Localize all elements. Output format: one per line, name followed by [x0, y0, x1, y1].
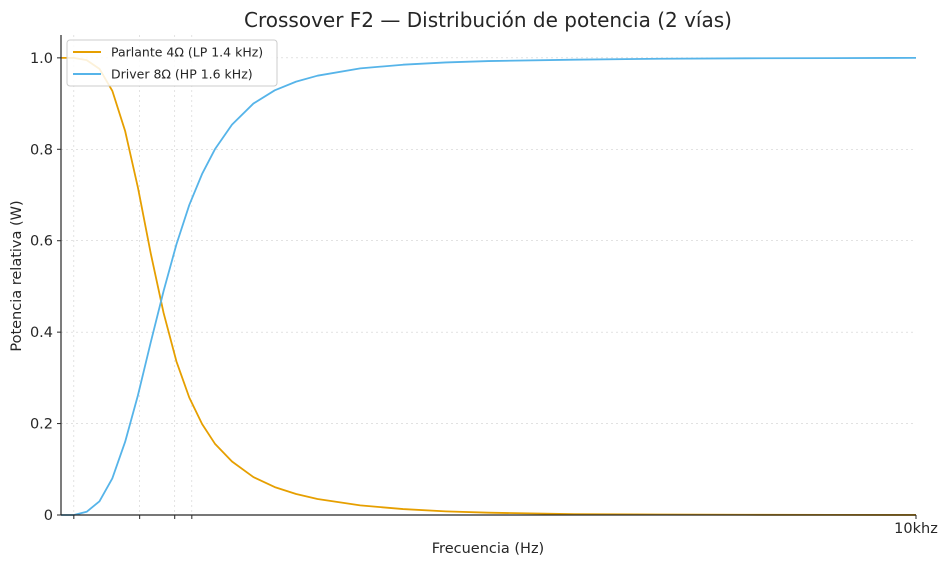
- y-axis-label: Potencia relativa (W): [9, 200, 25, 351]
- y-tick-label-4: 0.8: [30, 142, 53, 158]
- legend: Parlante 4Ω (LP 1.4 kHz) Driver 8Ω (HP 1…: [66, 39, 278, 87]
- grid: [61, 35, 916, 516]
- ticks: 0 0.2 0.4 0.6 0.8 1.0 10khz: [30, 51, 938, 537]
- axes: [60, 35, 916, 516]
- legend-box: [66, 39, 278, 87]
- chart-title: Crossover F2 — Distribución de potencia …: [244, 8, 732, 32]
- x-tick-label-end: 10khz: [894, 521, 938, 537]
- y-tick-label-5: 1.0: [30, 51, 53, 67]
- x-axis-label: Frecuencia (Hz): [432, 541, 544, 557]
- legend-label-parlante: Parlante 4Ω (LP 1.4 kHz): [111, 45, 263, 60]
- series-line-0: [61, 56, 917, 516]
- y-tick-label-3: 0.6: [30, 234, 53, 250]
- y-tick-label-0: 0: [44, 508, 53, 524]
- y-tick-label-2: 0.4: [30, 325, 53, 341]
- series-lines: [61, 56, 917, 516]
- series-line-1: [61, 56, 917, 516]
- legend-label-driver: Driver 8Ω (HP 1.6 kHz): [111, 67, 253, 82]
- y-tick-label-1: 0.2: [30, 417, 53, 433]
